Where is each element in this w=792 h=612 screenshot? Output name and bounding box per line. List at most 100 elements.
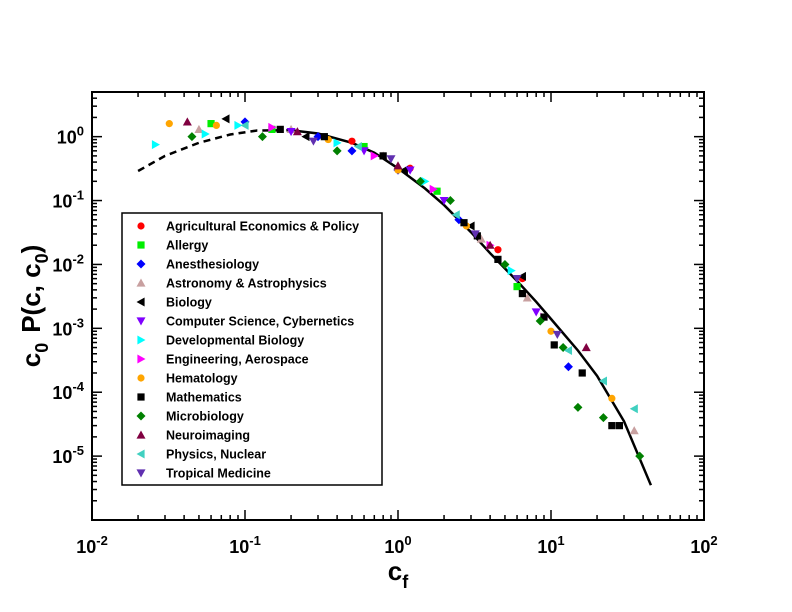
data-point [182, 117, 192, 126]
x-tick-label: 10-2 [76, 533, 108, 557]
data-point [221, 114, 230, 124]
data-point [268, 122, 277, 132]
legend-label: Biology [166, 296, 212, 310]
data-point [535, 316, 545, 326]
y-tick-label: 100 [57, 124, 84, 148]
y-tick-label-exp: -1 [72, 188, 84, 203]
data-point [473, 232, 481, 240]
legend-label: Engineering, Aerospace [166, 353, 309, 367]
legend-label: Microbiology [166, 410, 244, 424]
y-axis-label: c0P(c, c0) [16, 245, 52, 368]
data-point [547, 327, 555, 335]
y-tick-label-base: 10 [52, 447, 72, 467]
data-point [212, 121, 220, 130]
data-point [308, 137, 318, 146]
data-point [513, 282, 521, 291]
legend-box [121, 212, 383, 486]
y-axis-label-part1: c [16, 353, 46, 367]
data-point [360, 142, 368, 151]
data-point [578, 369, 586, 377]
data-point [507, 266, 516, 276]
data-point [445, 196, 455, 206]
legend-marker [136, 297, 145, 307]
x-tick-label-base: 10 [76, 537, 96, 557]
legend-label: Agricultural Economics & Policy [166, 220, 359, 234]
legend-marker [137, 374, 145, 382]
legend-label: Computer Science, Cybernetics [166, 315, 354, 329]
data-point [347, 146, 357, 156]
y-tick-label-exp: -3 [72, 315, 84, 330]
y-tick-label: 10-1 [52, 188, 84, 212]
data-point [240, 120, 249, 130]
legend-label: Astronomy & Astrophysics [166, 277, 327, 291]
legend-marker [137, 222, 145, 230]
data-point [421, 176, 430, 186]
data-point [439, 196, 449, 206]
y-axis-label-part3: ) [16, 245, 46, 254]
legend-label: Allergy [166, 239, 208, 253]
legend: Agricultural Economics & Policy Allergy An… [121, 212, 383, 486]
data-markers [151, 114, 645, 461]
legend-label: Anesthesiology [166, 258, 259, 272]
x-tick-label-exp: 2 [710, 533, 717, 548]
data-point [320, 133, 328, 141]
data-point [257, 132, 267, 142]
data-point [301, 132, 310, 142]
data-point [470, 230, 480, 239]
data-point [512, 275, 522, 284]
x-axis-label-main: c [388, 556, 402, 586]
data-point [194, 124, 204, 133]
data-point [393, 161, 403, 170]
legend-marker [137, 354, 146, 364]
y-tick-label-exp: 0 [77, 124, 84, 139]
data-point [405, 166, 415, 175]
data-point [517, 271, 526, 281]
data-point [433, 187, 441, 195]
data-point [608, 394, 616, 403]
data-point [286, 127, 296, 137]
legend-marker [137, 335, 146, 345]
y-tick-label-exp: -4 [72, 379, 84, 394]
data-point [573, 402, 583, 412]
fit-curve-dashed [137, 128, 292, 173]
data-point [207, 120, 215, 128]
data-point [348, 137, 356, 145]
y-tick-label: 10-4 [52, 379, 84, 403]
data-point [598, 376, 607, 386]
x-tick-label-base: 10 [690, 537, 710, 557]
data-point [451, 210, 460, 220]
y-tick-label-base: 10 [52, 319, 72, 339]
x-tick-label-base: 10 [229, 537, 249, 557]
data-point [540, 313, 548, 321]
legend-label: Physics, Nuclear [166, 448, 266, 462]
x-tick-label: 100 [384, 533, 411, 557]
x-tick-label-exp: -2 [96, 533, 108, 548]
data-point [635, 451, 645, 461]
y-axis-label-part2: P(c, c [16, 263, 46, 332]
y-tick-label-base: 10 [52, 383, 72, 403]
data-point [370, 151, 379, 161]
legend-label: Mathematics [166, 391, 242, 405]
data-point [292, 127, 302, 136]
x-tick-label: 102 [690, 533, 717, 557]
y-tick-label-exp: -2 [72, 251, 84, 266]
y-axis-label-sub1: 0 [32, 343, 52, 353]
legend-marker [136, 411, 146, 421]
legend-marker [136, 259, 146, 269]
legend-label: Neuroimaging [166, 429, 250, 443]
axis-ticks [91, 91, 704, 521]
legend-label: Developmental Biology [166, 334, 304, 348]
data-point [333, 138, 342, 148]
data-point [531, 308, 541, 317]
data-point [429, 184, 438, 194]
y-tick-label-base: 10 [52, 255, 72, 275]
data-point [201, 129, 210, 139]
data-point [608, 422, 616, 430]
legend-marker [136, 317, 146, 326]
x-tick-label-exp: 1 [557, 533, 564, 548]
data-point [276, 125, 284, 133]
y-tick-label-exp: -5 [72, 443, 84, 458]
x-axis-label-sub: f [402, 572, 409, 592]
x-tick-label: 10-1 [229, 533, 261, 557]
